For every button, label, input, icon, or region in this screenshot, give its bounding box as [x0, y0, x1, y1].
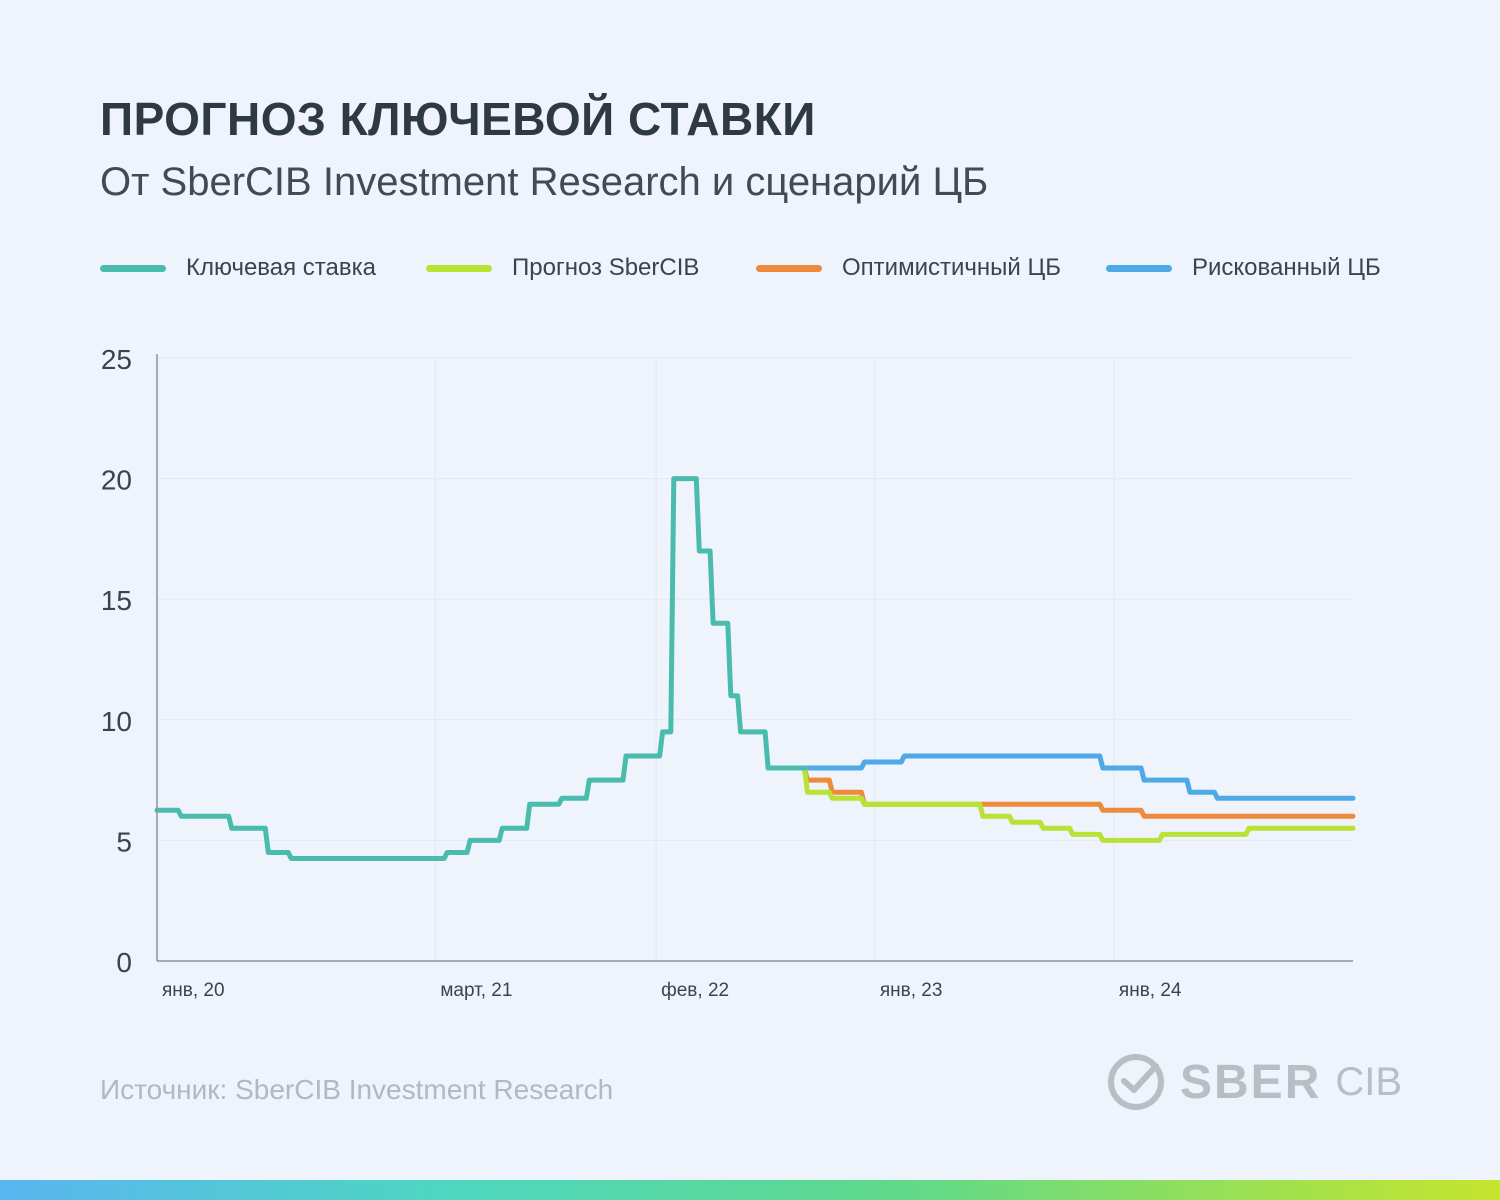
legend-label-optimistic: Оптимистичный ЦБ [842, 254, 1061, 281]
legend-item-risky: Рискованный ЦБ [1106, 248, 1381, 288]
y-tick-label: 15 [101, 585, 132, 616]
x-tick-label: март, 21 [440, 980, 512, 1001]
chart-subtitle: От SberCIB Investment Research и сценари… [100, 160, 989, 204]
y-tick-label: 10 [101, 706, 132, 737]
legend-label-forecast: Прогноз SberCIB [512, 254, 700, 281]
y-tick-label: 20 [101, 465, 132, 496]
sber-cib-logo: SBER CIB [1106, 1050, 1402, 1114]
axes: 0 5 10 15 20 25 янв, 20 март, 21 фев, 22 янв, 23 я… [101, 344, 1353, 1001]
x-tick-label: янв, 23 [880, 980, 943, 1001]
series-lines [154, 476, 1356, 861]
legend-item-forecast: Прогноз SberCIB [426, 248, 699, 288]
series-line-key-rate [154, 476, 808, 861]
x-tick-label: янв, 20 [162, 980, 225, 1001]
bottom-gradient-bar [0, 1180, 1500, 1200]
legend: Ключевая ставка Прогноз SberCIB Оптимист… [100, 248, 1420, 288]
chart-title: ПРОГНОЗ КЛЮЧЕВОЙ СТАВКИ [100, 93, 816, 145]
y-tick-label: 0 [116, 947, 132, 978]
series-line-forecast [801, 765, 1356, 843]
series-line-risky [802, 753, 1356, 801]
y-tick-label: 5 [116, 826, 132, 857]
logo-cib-text: CIB [1335, 1059, 1403, 1104]
legend-item-key-rate: Ключевая ставка [100, 248, 376, 288]
legend-swatch-optimistic [756, 264, 822, 272]
x-tick-label: янв, 24 [1119, 980, 1182, 1001]
legend-label-risky: Рискованный ЦБ [1192, 254, 1381, 281]
legend-item-optimistic: Оптимистичный ЦБ [756, 248, 1061, 288]
grid [157, 357, 1353, 961]
legend-label-key-rate: Ключевая ставка [186, 254, 376, 281]
legend-swatch-key-rate [100, 264, 166, 272]
legend-swatch-forecast [426, 264, 492, 272]
sber-check-icon [1108, 1054, 1164, 1110]
y-tick-label: 25 [101, 344, 132, 375]
legend-swatch-risky [1106, 264, 1172, 272]
series-line-optimistic [801, 765, 1356, 819]
logo-sber-text: SBER [1180, 1055, 1322, 1109]
source-note: Источник: SberCIB Investment Research [100, 1074, 614, 1105]
x-tick-label: фев, 22 [661, 980, 729, 1001]
